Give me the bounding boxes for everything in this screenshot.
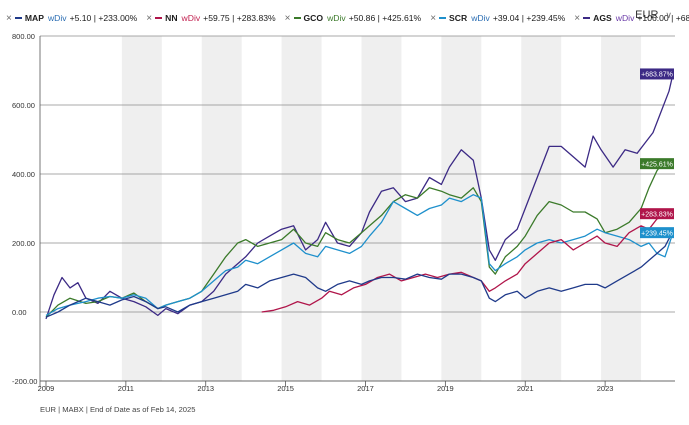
x-tick-label: 2009: [38, 384, 55, 393]
shaded-band: [201, 36, 242, 381]
shaded-band: [361, 36, 402, 381]
legend-ticker: NN: [165, 13, 178, 23]
legend-tag: wDiv: [47, 13, 67, 23]
y-tick-label: 200.00: [12, 239, 35, 248]
shaded-band: [601, 36, 642, 381]
legend-stats: +5.10 | +233.00%: [69, 13, 138, 23]
legend-stats: +50.86 | +425.61%: [348, 13, 422, 23]
shaded-band: [441, 36, 482, 381]
series-swatch: [583, 17, 591, 19]
y-tick-label: -200.00: [12, 377, 37, 386]
y-tick-label: 800.00: [12, 32, 35, 41]
close-icon[interactable]: ×: [146, 12, 153, 24]
legend-item-nn[interactable]: × NN wDiv +59.75 | +283.83%: [146, 13, 275, 24]
currency-dropdown[interactable]: EUR ∨: [635, 9, 672, 21]
legend-stats: +59.75 | +283.83%: [203, 13, 276, 23]
legend-item-ags[interactable]: × AGS wDiv +106.00 | +683.87%: [574, 13, 689, 24]
end-value-label: +683.87%: [641, 72, 673, 79]
y-tick-label: 0.00: [12, 308, 27, 317]
end-value-label: +425.61%: [641, 161, 673, 168]
close-icon[interactable]: ×: [430, 12, 437, 24]
legend-stats: +106.00 | +683.87%: [637, 13, 689, 23]
legend-tag: wDiv: [471, 13, 490, 23]
x-tick-label: 2021: [517, 384, 534, 393]
legend-tag: wDiv: [327, 13, 346, 23]
legend-ticker: AGS: [593, 13, 612, 23]
y-tick-label: 400.00: [12, 170, 35, 179]
legend-ticker: SCR: [449, 13, 468, 23]
series-line-scr: [45, 194, 674, 316]
end-value-label: +283.83%: [641, 211, 673, 218]
chart-footer: EUR | MABX | End of Date as of Feb 14, 2…: [40, 405, 196, 414]
x-tick-label: 2023: [597, 384, 614, 393]
shaded-band: [521, 36, 562, 381]
end-value-label: +239.45%: [641, 230, 673, 237]
series-swatch: [293, 17, 301, 19]
x-tick-label: 2019: [437, 384, 454, 393]
legend-ticker: MAP: [24, 13, 44, 23]
y-tick-label: 600.00: [12, 101, 35, 110]
shaded-band: [281, 36, 322, 381]
legend-item-map[interactable]: × MAP wDiv +5.10 | +233.00%: [6, 13, 137, 24]
end-value-badge: [640, 68, 674, 80]
end-value-badge: [640, 208, 674, 220]
chevron-down-icon: ∨: [665, 9, 672, 20]
x-tick-label: 2015: [277, 384, 294, 393]
close-icon[interactable]: ×: [574, 12, 581, 24]
end-value-badge: [640, 158, 674, 170]
x-tick-label: 2011: [118, 384, 134, 393]
legend-stats: +39.04 | +239.45%: [492, 13, 566, 23]
chart-legend: × MAP wDiv +5.10 | +233.00% × NN wDiv +5…: [6, 10, 689, 26]
legend-item-scr[interactable]: × SCR wDiv +39.04 | +239.45%: [430, 13, 565, 24]
x-tick-label: 2017: [357, 384, 374, 393]
series-swatch: [14, 17, 22, 19]
close-icon[interactable]: ×: [6, 12, 12, 24]
series-swatch: [439, 17, 447, 19]
series-swatch: [155, 17, 163, 19]
series-line-map: [45, 230, 674, 318]
legend-tag: wDiv: [615, 13, 635, 23]
shaded-band: [121, 36, 162, 381]
legend-item-gco[interactable]: × GCO wDiv +50.86 | +425.61%: [285, 13, 422, 24]
x-tick-label: 2013: [197, 384, 214, 393]
close-icon[interactable]: ×: [284, 12, 291, 24]
series-line-ags: [45, 73, 674, 320]
legend-ticker: GCO: [303, 13, 324, 23]
currency-value: EUR: [635, 9, 659, 21]
legend-tag: wDiv: [181, 13, 201, 23]
end-value-badge: [640, 227, 674, 239]
